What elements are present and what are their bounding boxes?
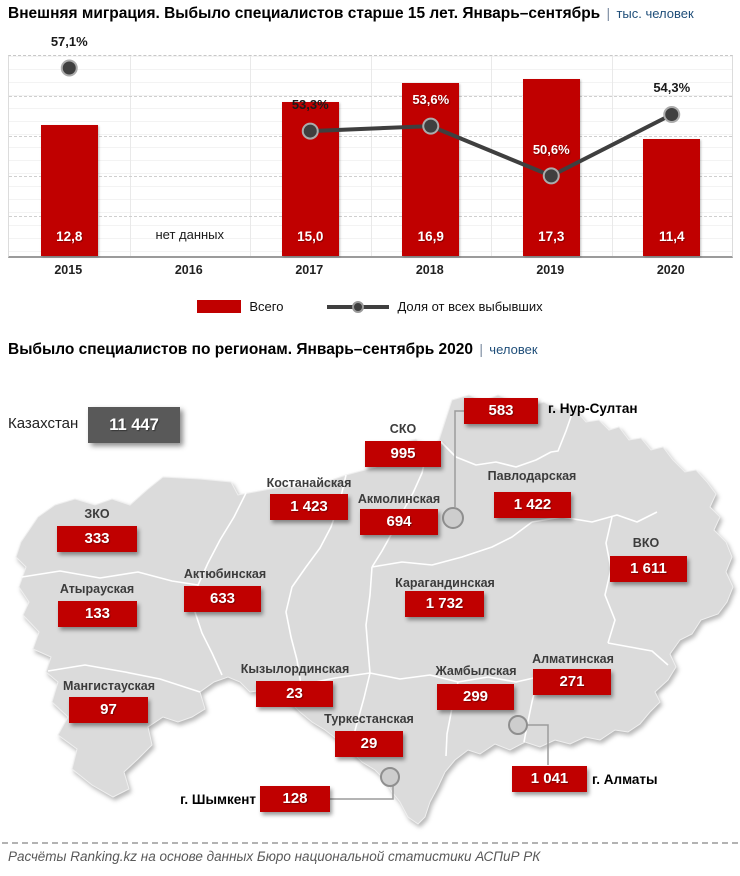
region-label-almaty-region: Алматинская — [532, 652, 614, 666]
vgrid — [250, 56, 251, 256]
region-label-zko: ЗКО — [84, 507, 110, 521]
shymkent-marker-icon — [380, 767, 400, 787]
region-label-kyzylorda: Кызылординская — [240, 662, 350, 676]
map-unit: человек — [489, 342, 538, 357]
hgrid — [9, 96, 732, 97]
bar: 15,0 — [281, 102, 339, 256]
footer-source: Расчёты Ranking.kz на основе данных Бюро… — [8, 849, 541, 864]
region-value-shymkent: 128 — [260, 786, 330, 812]
region-label-turkestan: Туркестанская — [324, 712, 414, 726]
x-axis-label: 2015 — [54, 263, 83, 277]
region-value-vko: 1 611 — [610, 556, 687, 582]
region-label-mangystau: Мангистауская — [62, 679, 156, 693]
line-point-icon — [60, 59, 78, 77]
x-axis-label: 2018 — [415, 263, 444, 277]
region-value-turkestan: 29 — [335, 731, 403, 757]
chart-unit: тыс. человек — [616, 6, 694, 21]
region-label-aktobe: Актюбинская — [183, 567, 267, 581]
region-value-pavlodar: 1 422 — [494, 492, 571, 518]
line-point-label: 54,3% — [653, 80, 691, 96]
bar: 11,4 — [643, 139, 701, 256]
footer-divider — [2, 842, 738, 844]
region-value-nur-sultan: 583 — [464, 398, 538, 424]
bar-val: 16,9 — [417, 229, 444, 244]
region-label-karaganda: Карагандинская — [395, 576, 495, 590]
bar: 12,8 — [40, 124, 98, 256]
region-value-zhambyl: 299 — [437, 684, 514, 710]
legend-line-label: Доля от всех выбывших — [397, 299, 543, 314]
region-value-mangystau: 97 — [69, 697, 148, 723]
line-point-label: 53,6% — [412, 92, 450, 108]
bar-val: 15,0 — [297, 229, 324, 244]
bar-val: 12,8 — [56, 229, 83, 244]
map-title: Выбыло специалистов по регионам. Январь–… — [8, 341, 538, 359]
region-borders — [21, 407, 669, 757]
callout-lines — [330, 410, 549, 800]
region-label-sko: СКО — [389, 422, 417, 436]
region-value-kostanay: 1 423 — [270, 494, 348, 520]
city-label-nur-sultan: г. Нур-Султан — [548, 401, 638, 416]
almaty-marker-icon — [508, 715, 528, 735]
bar: 16,9 — [402, 82, 460, 256]
region-label-pavlodar: Павлодарская — [487, 469, 577, 483]
region-value-sko: 995 — [365, 441, 441, 467]
line-point-label: 50,6% — [532, 141, 570, 157]
x-axis-label: 2016 — [174, 263, 203, 277]
region-value-kyzylorda: 23 — [256, 681, 333, 707]
nur-sultan-marker-icon — [442, 507, 464, 529]
region-value-karaganda: 1 732 — [405, 591, 484, 617]
chart-title-text: Внешняя миграция. Выбыло специалистов ст… — [8, 5, 601, 22]
city-label-shymkent: г. Шымкент — [180, 792, 256, 807]
line-point-label: 53,3% — [291, 97, 329, 113]
bar-line-chart: 12,8 нет данных 15,0 16,9 17,3 11,4 57,1% 53,3%… — [8, 34, 733, 277]
region-value-akmola: 694 — [360, 509, 438, 535]
no-data: нет данных — [155, 227, 225, 242]
line-point-icon — [663, 105, 681, 123]
map-title-text: Выбыло специалистов по регионам. Январь–… — [8, 341, 474, 358]
bar: 17,3 — [522, 78, 580, 256]
country-label: Казахстан — [8, 415, 79, 432]
region-value-zko: 333 — [57, 526, 137, 552]
region-label-atyrau: Атырауская — [59, 582, 135, 596]
region-label-vko: ВКО — [632, 536, 660, 550]
chart-legend: Всего Доля от всех выбывших — [0, 299, 740, 314]
hgrid — [9, 216, 732, 217]
legend-bar-swatch — [197, 300, 242, 313]
legend-bar-label: Всего — [249, 299, 284, 314]
hgrid — [9, 136, 732, 137]
x-axis-label: 2020 — [656, 263, 685, 277]
vgrid — [491, 56, 492, 256]
region-value-almaty-city: 1 041 — [512, 766, 587, 792]
region-value-almaty-region: 271 — [533, 669, 611, 695]
region-label-kostanay: Костанайская — [266, 476, 352, 490]
kazakhstan-map: Казахстан 11 447 583 г. Нур-Султан СКО 9… — [0, 385, 740, 840]
bar-val: 17,3 — [538, 229, 565, 244]
chart-title: Внешняя миграция. Выбыло специалистов ст… — [8, 5, 694, 23]
region-value-atyrau: 133 — [58, 601, 137, 627]
hgrid — [9, 176, 732, 177]
map-title-separator: | — [479, 341, 483, 357]
vgrid — [370, 56, 372, 256]
vgrid — [129, 56, 131, 256]
plot-area: 12,8 нет данных 15,0 16,9 17,3 11,4 57,1% 53,3%… — [8, 34, 733, 258]
legend-line-swatch — [327, 300, 390, 313]
x-axis-label: 2017 — [295, 263, 324, 277]
region-label-akmola: Акмолинская — [357, 492, 441, 506]
x-axis-label: 2019 — [536, 263, 565, 277]
legend-line-dot-icon — [352, 300, 365, 313]
region-label-zhambyl: Жамбылская — [435, 664, 517, 678]
country-value-box: 11 447 — [88, 407, 180, 443]
title-separator: | — [606, 5, 611, 21]
region-value-aktobe: 633 — [184, 586, 261, 612]
city-label-almaty: г. Алматы — [592, 772, 658, 787]
bar-val: 11,4 — [658, 229, 685, 244]
line-point-label: 57,1% — [50, 34, 88, 49]
vgrid — [611, 56, 613, 256]
